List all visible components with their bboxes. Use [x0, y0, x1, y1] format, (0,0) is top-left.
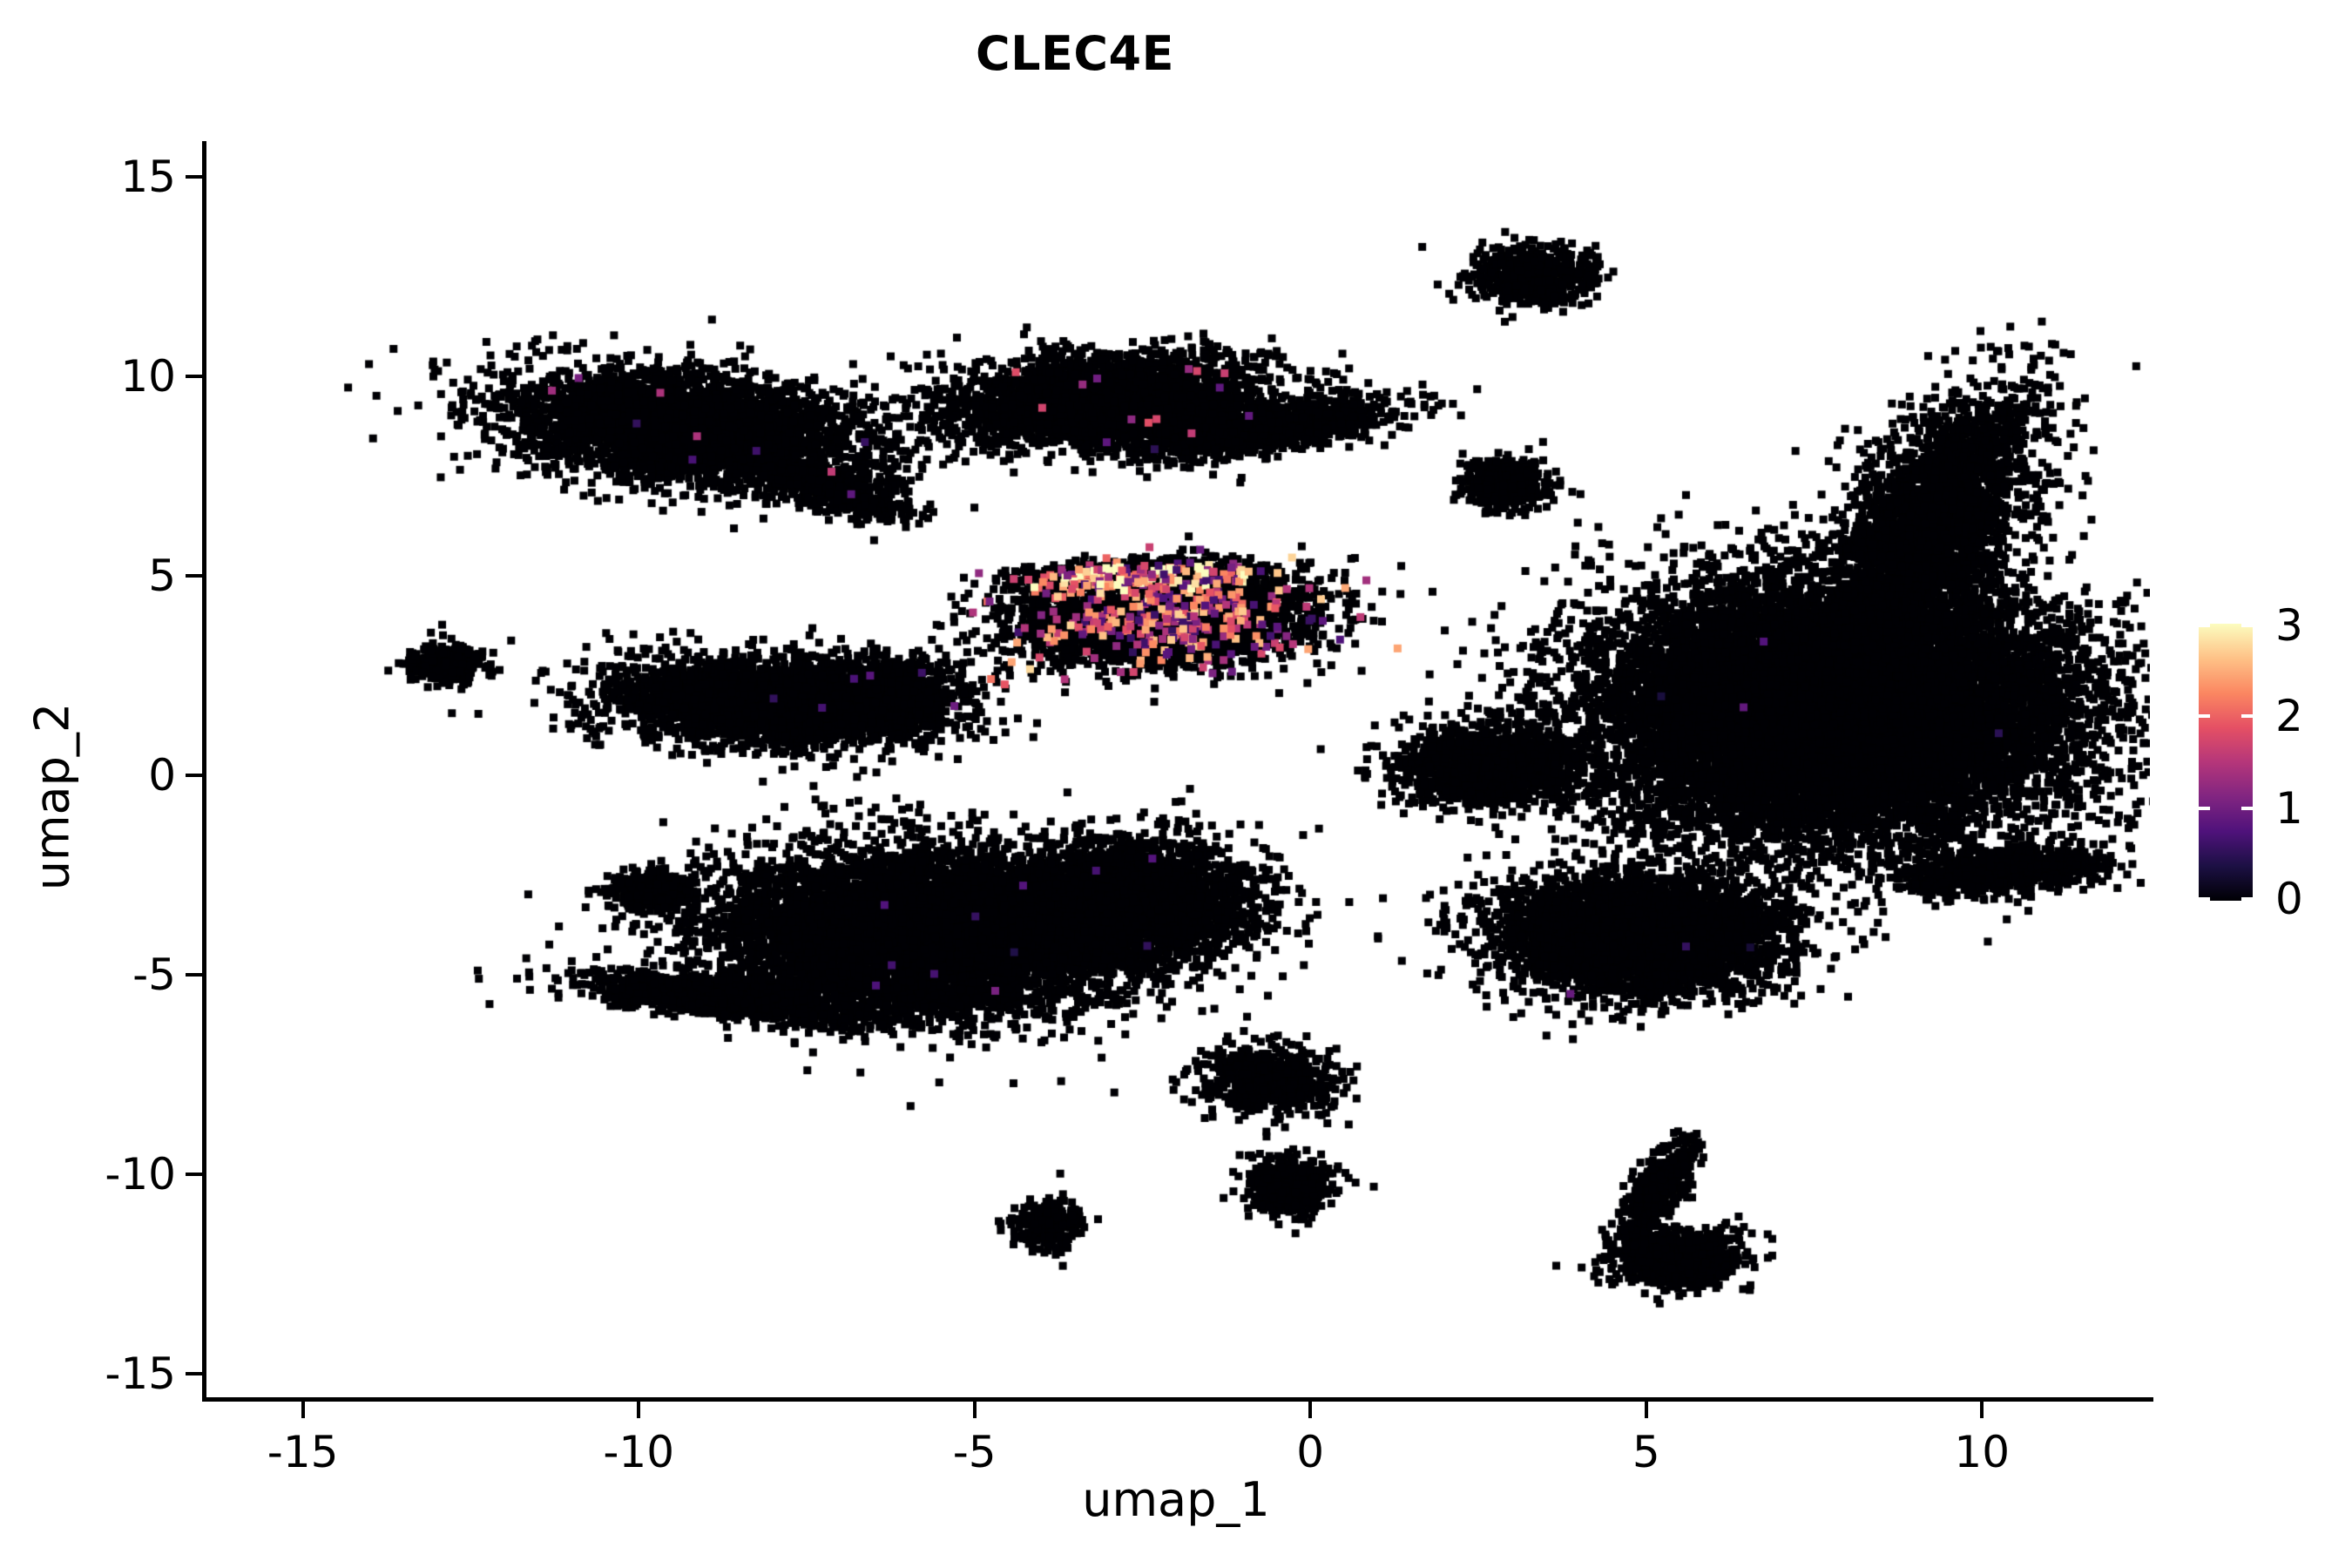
- x-tick-mark: [301, 1402, 305, 1418]
- colorbar-tick-label: 0: [2275, 874, 2303, 924]
- axis-spine-left: [202, 141, 206, 1400]
- x-tick-label: 0: [1296, 1427, 1325, 1477]
- x-tick-label: 10: [1954, 1427, 2011, 1477]
- colorbar-tick-mark: [2241, 897, 2253, 901]
- colorbar-tick-mark: [2199, 807, 2210, 810]
- axis-spine-bottom: [202, 1397, 2153, 1402]
- y-tick-mark: [186, 972, 202, 977]
- plot-axes: 15 10 5 0 -5 -10 -15 -15 -10 -5 0 5 10: [105, 141, 2153, 1477]
- colorbar-tick-mark: [2241, 714, 2253, 718]
- colorbar-tick-mark: [2241, 807, 2253, 810]
- colorbar-tick-mark: [2199, 897, 2210, 901]
- x-tick-label: 5: [1632, 1427, 1660, 1477]
- y-tick-label: 15: [120, 152, 176, 203]
- y-axis-label: umap_2: [24, 702, 80, 891]
- y-tick-label: -15: [105, 1348, 176, 1399]
- y-tick-label: 5: [148, 550, 176, 601]
- x-tick-mark: [1308, 1402, 1313, 1418]
- y-tick-mark: [186, 175, 202, 179]
- scatter-plot-canvas: [202, 141, 2150, 1397]
- colorbar: 3 2 1 0: [2199, 600, 2303, 924]
- y-tick-label: 0: [148, 749, 176, 801]
- x-tick-mark: [1980, 1402, 1984, 1418]
- x-tick-mark: [637, 1402, 641, 1418]
- x-tick-mark: [972, 1402, 977, 1418]
- colorbar-tick-mark: [2199, 624, 2210, 627]
- y-tick-label: -10: [105, 1148, 176, 1200]
- y-tick-mark: [186, 773, 202, 777]
- page-title: CLEC4E: [975, 26, 1175, 81]
- y-tick-mark: [186, 573, 202, 578]
- colorbar-gradient: [2199, 624, 2253, 901]
- y-tick-mark: [186, 1371, 202, 1375]
- y-tick-mark: [186, 375, 202, 379]
- colorbar-tick-label: 2: [2275, 691, 2303, 741]
- y-tick-label: -5: [132, 949, 176, 1000]
- x-tick-label: -10: [603, 1427, 675, 1477]
- colorbar-tick-mark: [2241, 624, 2253, 627]
- colorbar-tick-label: 1: [2275, 783, 2303, 834]
- x-tick-mark: [1644, 1402, 1648, 1418]
- colorbar-tick-mark: [2199, 714, 2210, 718]
- y-tick-mark: [186, 1172, 202, 1176]
- y-tick-label: 10: [120, 351, 176, 402]
- colorbar-tick-label: 3: [2275, 600, 2303, 651]
- x-tick-label: -5: [952, 1427, 997, 1477]
- x-tick-label: -15: [267, 1427, 339, 1477]
- x-axis-label: umap_1: [1082, 1472, 1270, 1527]
